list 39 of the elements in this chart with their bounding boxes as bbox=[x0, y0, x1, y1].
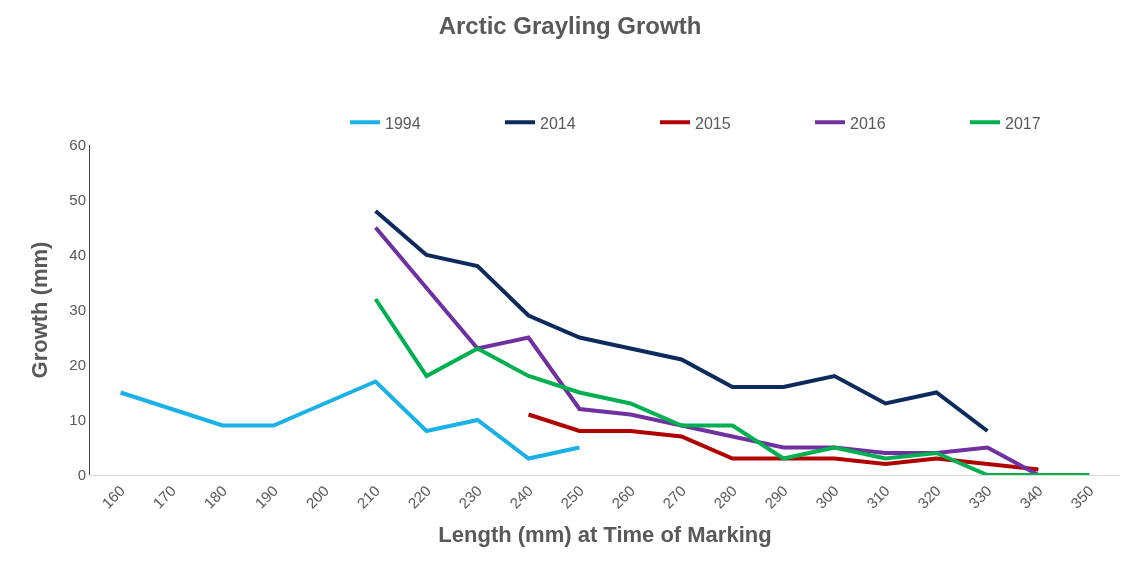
y-tick-label: 10 bbox=[69, 411, 86, 429]
legend-label: 2015 bbox=[695, 114, 731, 132]
x-tick-label: 190 bbox=[251, 481, 281, 512]
x-tick-label: 330 bbox=[965, 481, 995, 512]
chart-title: Arctic Grayling Growth bbox=[438, 12, 702, 40]
x-tick-label: 240 bbox=[506, 481, 536, 512]
x-tick-label: 260 bbox=[608, 481, 638, 512]
x-tick-label: 230 bbox=[455, 481, 485, 512]
x-tick-label: 180 bbox=[200, 481, 230, 512]
line-series bbox=[373, 297, 1092, 475]
x-tick-label: 320 bbox=[914, 481, 944, 512]
x-tick-label: 290 bbox=[761, 481, 791, 512]
x-tick-label: 170 bbox=[149, 481, 179, 512]
x-tick-label: 270 bbox=[659, 481, 689, 512]
x-tick-label: 200 bbox=[302, 481, 332, 512]
x-tick-label: 210 bbox=[353, 481, 383, 512]
line-series bbox=[373, 209, 990, 433]
x-tick-label: 350 bbox=[1067, 481, 1097, 512]
legend-label: 2014 bbox=[540, 114, 576, 132]
legend-label: 2017 bbox=[1005, 114, 1041, 132]
y-tick-label: 30 bbox=[69, 301, 86, 319]
y-tick-label: 20 bbox=[69, 356, 86, 374]
x-tick-label: 340 bbox=[1016, 481, 1046, 512]
legend-label: 2016 bbox=[850, 114, 886, 132]
line-series bbox=[118, 379, 582, 461]
x-tick-label: 300 bbox=[812, 481, 842, 512]
x-tick-label: 280 bbox=[710, 481, 740, 512]
x-axis-title: Length (mm) at Time of Marking bbox=[438, 521, 772, 547]
y-tick-label: 0 bbox=[77, 466, 86, 484]
x-tick-label: 310 bbox=[863, 481, 893, 512]
line-series bbox=[526, 412, 1041, 472]
y-axis-title: Growth (mm) bbox=[27, 241, 53, 379]
legend-label: 1994 bbox=[385, 114, 421, 132]
x-tick-label: 250 bbox=[557, 481, 587, 512]
y-tick-label: 40 bbox=[69, 246, 86, 264]
x-tick-label: 160 bbox=[98, 481, 129, 512]
y-tick-label: 60 bbox=[69, 136, 86, 154]
x-tick-label: 220 bbox=[404, 481, 434, 512]
y-tick-label: 50 bbox=[69, 191, 86, 209]
